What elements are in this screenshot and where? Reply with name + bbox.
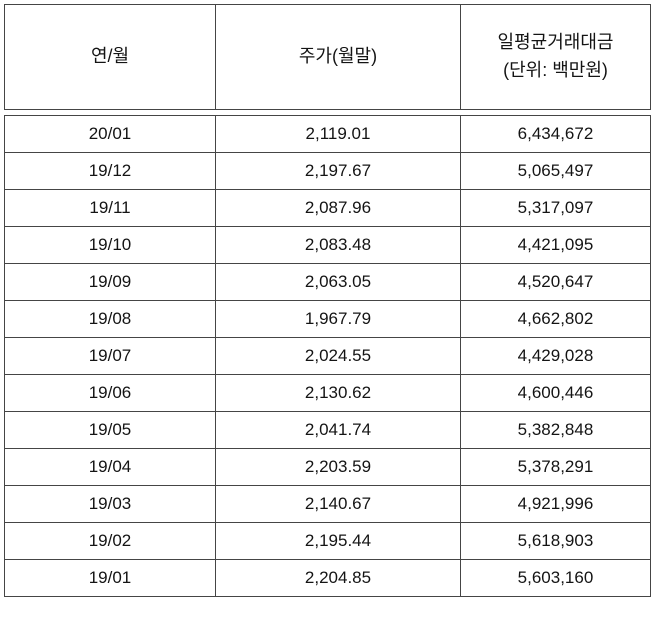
trading-value-cell: 4,662,802	[460, 300, 651, 338]
year-month-cell: 19/12	[4, 152, 216, 190]
trading-value-cell: 5,603,160	[460, 559, 651, 597]
price-cell: 1,967.79	[215, 300, 461, 338]
table-row: 19/09 2,063.05 4,520,647	[4, 263, 651, 301]
price-cell: 2,130.62	[215, 374, 461, 412]
price-cell: 2,063.05	[215, 263, 461, 301]
trading-value-cell: 4,600,446	[460, 374, 651, 412]
price-cell: 2,024.55	[215, 337, 461, 375]
trading-value-cell: 5,382,848	[460, 411, 651, 449]
trading-value-cell: 4,921,996	[460, 485, 651, 523]
table-row: 19/11 2,087.96 5,317,097	[4, 189, 651, 227]
year-month-cell: 19/05	[4, 411, 216, 449]
year-month-cell: 19/03	[4, 485, 216, 523]
trading-value-cell: 5,065,497	[460, 152, 651, 190]
table-row: 19/05 2,041.74 5,382,848	[4, 411, 651, 449]
price-cell: 2,195.44	[215, 522, 461, 560]
trading-value-cell: 6,434,672	[460, 115, 651, 153]
price-cell: 2,197.67	[215, 152, 461, 190]
table-row: 20/01 2,119.01 6,434,672	[4, 115, 651, 153]
price-cell: 2,204.85	[215, 559, 461, 597]
price-cell: 2,119.01	[215, 115, 461, 153]
year-month-cell: 19/07	[4, 337, 216, 375]
year-month-cell: 19/09	[4, 263, 216, 301]
table-row: 19/10 2,083.48 4,421,095	[4, 226, 651, 264]
year-month-cell: 19/06	[4, 374, 216, 412]
year-month-cell: 19/10	[4, 226, 216, 264]
table-row: 19/08 1,967.79 4,662,802	[4, 300, 651, 338]
header-stock-price: 주가(월말)	[215, 4, 461, 110]
price-cell: 2,203.59	[215, 448, 461, 486]
trading-value-cell: 5,378,291	[460, 448, 651, 486]
table-row: 19/12 2,197.67 5,065,497	[4, 152, 651, 190]
table-row: 19/04 2,203.59 5,378,291	[4, 448, 651, 486]
header-trading-value-title: 일평균거래대금	[497, 32, 614, 53]
trading-value-cell: 4,429,028	[460, 337, 651, 375]
trading-value-cell: 4,520,647	[460, 263, 651, 301]
header-body-divider	[4, 110, 650, 115]
table-row: 19/02 2,195.44 5,618,903	[4, 522, 651, 560]
price-cell: 2,083.48	[215, 226, 461, 264]
trading-value-cell: 5,317,097	[460, 189, 651, 227]
year-month-cell: 19/02	[4, 522, 216, 560]
header-trading-value-unit: (단위: 백만원)	[503, 60, 608, 80]
table-row: 19/03 2,140.67 4,921,996	[4, 485, 651, 523]
year-month-cell: 19/08	[4, 300, 216, 338]
year-month-cell: 19/01	[4, 559, 216, 597]
trading-value-cell: 4,421,095	[460, 226, 651, 264]
table-row: 19/01 2,204.85 5,603,160	[4, 559, 651, 597]
year-month-cell: 19/11	[4, 189, 216, 227]
table-row: 19/06 2,130.62 4,600,446	[4, 374, 651, 412]
year-month-cell: 20/01	[4, 115, 216, 153]
year-month-cell: 19/04	[4, 448, 216, 486]
table-header: 연/월 주가(월말) 일평균거래대금 (단위: 백만원)	[4, 4, 651, 110]
header-trading-value: 일평균거래대금 (단위: 백만원)	[460, 4, 651, 110]
trading-value-cell: 5,618,903	[460, 522, 651, 560]
table-body: 20/01 2,119.01 6,434,672 19/12 2,197.67 …	[4, 115, 651, 597]
price-cell: 2,087.96	[215, 189, 461, 227]
header-year-month: 연/월	[4, 4, 216, 110]
price-cell: 2,041.74	[215, 411, 461, 449]
table-row: 19/07 2,024.55 4,429,028	[4, 337, 651, 375]
price-cell: 2,140.67	[215, 485, 461, 523]
header-row: 연/월 주가(월말) 일평균거래대금 (단위: 백만원)	[4, 4, 651, 110]
